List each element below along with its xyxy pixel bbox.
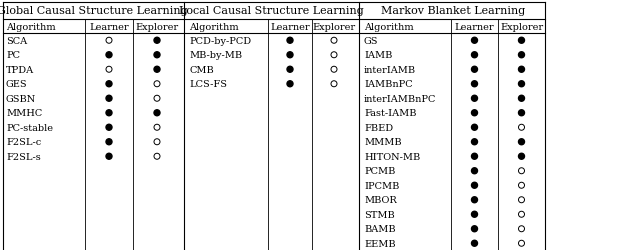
Text: F2SL-c: F2SL-c — [6, 138, 41, 147]
Text: CMB: CMB — [189, 66, 214, 74]
Text: GS: GS — [364, 36, 378, 46]
Text: Markov Blanket Learning: Markov Blanket Learning — [381, 6, 525, 16]
Circle shape — [106, 110, 112, 116]
Circle shape — [154, 110, 160, 116]
Circle shape — [287, 52, 293, 59]
Circle shape — [472, 52, 477, 59]
Circle shape — [472, 38, 477, 44]
Circle shape — [472, 182, 477, 188]
Circle shape — [472, 168, 477, 174]
Text: Global Causal Structure Learning: Global Causal Structure Learning — [0, 6, 188, 16]
Circle shape — [287, 38, 293, 44]
Circle shape — [106, 125, 112, 131]
Text: PCD-by-PCD: PCD-by-PCD — [189, 36, 251, 46]
Text: F2SL-s: F2SL-s — [6, 152, 41, 161]
Text: LCS-FS: LCS-FS — [189, 80, 227, 89]
Circle shape — [472, 139, 477, 145]
Text: HITON-MB: HITON-MB — [364, 152, 420, 161]
Circle shape — [106, 52, 112, 59]
Text: interIAMBnPC: interIAMBnPC — [364, 94, 436, 103]
Text: PCMB: PCMB — [364, 166, 396, 175]
Text: Local Causal Structure Learning: Local Causal Structure Learning — [179, 6, 364, 16]
Circle shape — [518, 154, 525, 160]
Circle shape — [472, 240, 477, 246]
Text: GES: GES — [6, 80, 28, 89]
Circle shape — [106, 96, 112, 102]
Circle shape — [472, 197, 477, 203]
Circle shape — [154, 38, 160, 44]
Circle shape — [472, 110, 477, 116]
Circle shape — [106, 139, 112, 145]
Text: MB-by-MB: MB-by-MB — [189, 51, 242, 60]
Text: EEMB: EEMB — [364, 239, 396, 248]
Text: FBED: FBED — [364, 123, 393, 132]
Text: Learner: Learner — [89, 22, 129, 31]
Circle shape — [518, 96, 525, 102]
Text: IAMBnPC: IAMBnPC — [364, 80, 413, 89]
Text: BAMB: BAMB — [364, 224, 396, 233]
Text: Explorer: Explorer — [136, 22, 179, 31]
Text: MMHC: MMHC — [6, 109, 42, 118]
Text: PC-stable: PC-stable — [6, 123, 53, 132]
Circle shape — [518, 110, 525, 116]
Circle shape — [472, 67, 477, 73]
Circle shape — [518, 67, 525, 73]
Circle shape — [472, 96, 477, 102]
Text: Learner: Learner — [454, 22, 494, 31]
Text: Algorithm: Algorithm — [189, 22, 239, 31]
Text: STMB: STMB — [364, 210, 395, 219]
Text: Algorithm: Algorithm — [364, 22, 413, 31]
Circle shape — [287, 67, 293, 73]
Text: interIAMB: interIAMB — [364, 66, 416, 74]
Text: MBOR: MBOR — [364, 196, 397, 204]
Text: MMMB: MMMB — [364, 138, 402, 147]
Text: IPCMB: IPCMB — [364, 181, 399, 190]
Circle shape — [106, 82, 112, 87]
Circle shape — [518, 38, 525, 44]
Circle shape — [518, 82, 525, 87]
Circle shape — [472, 82, 477, 87]
Circle shape — [518, 139, 525, 145]
Text: GSBN: GSBN — [6, 94, 36, 103]
Text: PC: PC — [6, 51, 20, 60]
Text: TPDA: TPDA — [6, 66, 34, 74]
Circle shape — [472, 212, 477, 218]
Text: Algorithm: Algorithm — [6, 22, 56, 31]
Circle shape — [287, 82, 293, 87]
Text: Learner: Learner — [270, 22, 310, 31]
Text: Fast-IAMB: Fast-IAMB — [364, 109, 417, 118]
Circle shape — [472, 125, 477, 131]
Circle shape — [518, 52, 525, 59]
Circle shape — [106, 154, 112, 160]
Circle shape — [154, 67, 160, 73]
Text: Explorer: Explorer — [312, 22, 356, 31]
Text: Explorer: Explorer — [500, 22, 543, 31]
Circle shape — [154, 52, 160, 59]
Circle shape — [472, 154, 477, 160]
Text: IAMB: IAMB — [364, 51, 392, 60]
Circle shape — [472, 226, 477, 232]
Text: SCA: SCA — [6, 36, 27, 46]
